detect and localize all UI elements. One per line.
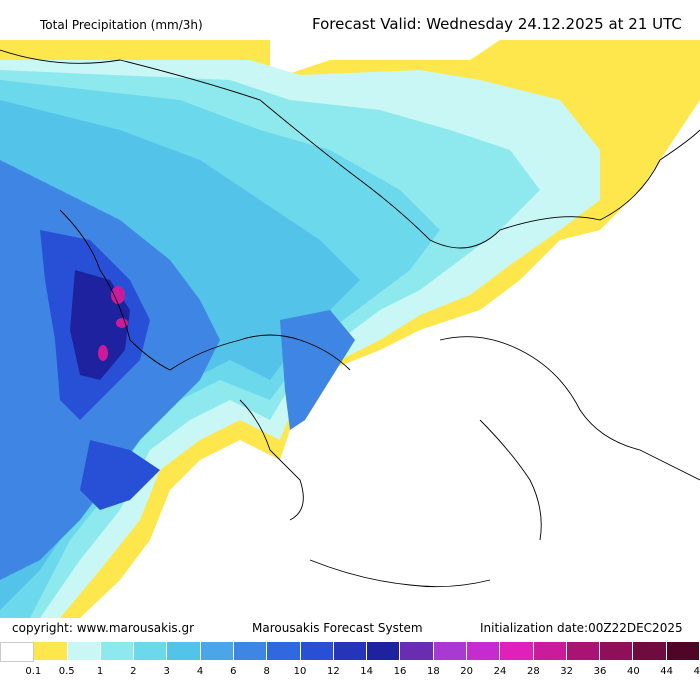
color-scale-swatch [300, 642, 334, 660]
map-canvas [0, 40, 700, 618]
color-scale-label: 24 [493, 666, 507, 677]
color-scale-label: 4 [196, 666, 204, 677]
color-scale-swatch [167, 642, 201, 660]
color-scale-swatch [333, 642, 368, 660]
forecast-valid-text: Forecast Valid: Wednesday 24.12.2025 at … [312, 15, 682, 33]
color-scale-swatch [500, 642, 534, 660]
header: Total Precipitation (mm/3h) Forecast Val… [0, 0, 700, 40]
color-scale-swatch [134, 642, 168, 660]
color-scale-label: 1 [96, 666, 104, 677]
coastlines [0, 49, 700, 588]
color-scale-label: 12 [326, 666, 340, 677]
color-scale-label: 18 [426, 666, 440, 677]
color-scale-label: 40 [626, 666, 640, 677]
color-scale-swatch [100, 642, 135, 660]
color-scale-swatch [400, 642, 434, 660]
color-scale-label: 3 [163, 666, 170, 677]
color-scale-labels: 0.10.512346810121416182024283236404448 [0, 666, 700, 682]
color-scale-label: 10 [293, 666, 307, 677]
color-scale-label: 8 [263, 666, 270, 677]
color-scale-swatch [0, 642, 35, 662]
precip-peak-3 [98, 345, 108, 361]
color-scale-label: 48 [693, 666, 700, 677]
color-scale-swatch [233, 642, 268, 660]
precip-peak-1 [111, 286, 125, 304]
color-scale-label: 0.5 [58, 666, 75, 677]
forecast-system-text: Marousakis Forecast System [252, 621, 423, 635]
color-scale-label: 2 [130, 666, 137, 677]
color-scale-label: 44 [660, 666, 674, 677]
map-title: Total Precipitation (mm/3h) [40, 18, 203, 32]
color-scale-label: 14 [360, 666, 374, 677]
color-scale-swatch [367, 642, 401, 660]
color-scale-label: 16 [393, 666, 407, 677]
copyright-text: copyright: www.marousakis.gr [12, 621, 195, 635]
color-scale-swatch [566, 642, 601, 660]
color-scale-swatch [200, 642, 234, 660]
color-scale-swatch [466, 642, 501, 660]
precip-area-dark-blue-south [80, 440, 160, 510]
color-scale-swatch [34, 642, 68, 660]
color-scale-swatch [666, 642, 700, 660]
precipitation-map [0, 40, 700, 618]
color-scale-label: 28 [526, 666, 540, 677]
color-scale-label: 32 [560, 666, 574, 677]
color-scale-label: 20 [460, 666, 474, 677]
color-scale-label: 6 [230, 666, 237, 677]
color-scale-swatch [433, 642, 467, 660]
precip-peak-2 [116, 318, 128, 328]
initialization-text: Initialization date:00Z22DEC2025 [480, 621, 683, 635]
footer: copyright: www.marousakis.gr Marousakis … [0, 618, 700, 640]
color-scale-label: 0.1 [25, 666, 42, 677]
color-scale-swatch [633, 642, 667, 660]
color-scale [0, 642, 700, 662]
color-scale-label: 36 [593, 666, 607, 677]
color-scale-swatch [533, 642, 567, 660]
color-scale-swatch [67, 642, 101, 660]
color-scale-swatch [267, 642, 301, 660]
color-scale-swatch [600, 642, 634, 660]
